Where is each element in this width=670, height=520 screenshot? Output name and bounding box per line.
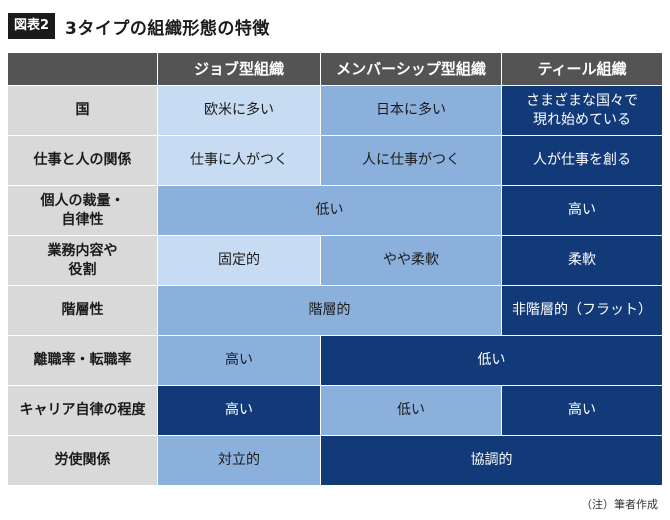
source-note: （注）筆者作成	[581, 498, 658, 511]
figure-title-row: 図表2 3タイプの組織形態の特徴	[8, 13, 270, 39]
table-row: 業務内容や 役割 固定的 やや柔軟 柔軟	[7, 235, 663, 286]
row-header-country: 国	[7, 85, 158, 136]
table-header-row: ジョブ型組織 メンバーシップ型組織 ティール組織	[7, 52, 663, 86]
row-header-labor-relations: 労使関係	[7, 435, 158, 486]
header-corner-cell	[7, 52, 158, 86]
table-cell: 人が仕事を創る	[501, 135, 663, 186]
table-cell: 柔軟	[501, 235, 663, 286]
table-cell: 低い	[157, 185, 502, 236]
row-header-career-autonomy: キャリア自律の程度	[7, 385, 158, 436]
table-row: 労使関係 対立的 協調的	[7, 435, 663, 486]
row-header-work-relation: 仕事と人の関係	[7, 135, 158, 186]
figure-title: 3タイプの組織形態の特徴	[65, 18, 270, 39]
table-cell: 欧米に多い	[157, 85, 321, 136]
table-row: 個人の裁量・ 自律性 低い 高い	[7, 185, 663, 236]
row-header-turnover: 離職率・転職率	[7, 335, 158, 386]
table-cell: 対立的	[157, 435, 321, 486]
table-row: 階層性 階層的 非階層的（フラット）	[7, 285, 663, 336]
table-cell: 固定的	[157, 235, 321, 286]
table-cell: 階層的	[157, 285, 502, 336]
table-cell: 日本に多い	[320, 85, 502, 136]
table-cell: 人に仕事がつく	[320, 135, 502, 186]
table-cell: 協調的	[320, 435, 663, 486]
table-cell: 高い	[157, 335, 321, 386]
table-cell: 高い	[157, 385, 321, 436]
figure-badge: 図表2	[8, 13, 56, 39]
table-row: キャリア自律の程度 高い 低い 高い	[7, 385, 663, 436]
comparison-table: ジョブ型組織 メンバーシップ型組織 ティール組織 国 欧米に多い 日本に多い さ…	[7, 52, 663, 486]
row-header-autonomy: 個人の裁量・ 自律性	[7, 185, 158, 236]
table-row: 国 欧米に多い 日本に多い さまざまな国々で 現れ始めている	[7, 85, 663, 136]
table-cell: 低い	[320, 385, 502, 436]
table-cell: 非階層的（フラット）	[501, 285, 663, 336]
column-header-teal: ティール組織	[501, 52, 663, 86]
table-cell: 低い	[320, 335, 663, 386]
column-header-membership: メンバーシップ型組織	[320, 52, 502, 86]
row-header-hierarchy: 階層性	[7, 285, 158, 336]
table-cell: 高い	[501, 385, 663, 436]
table-cell: 高い	[501, 185, 663, 236]
table-cell: やや柔軟	[320, 235, 502, 286]
table-cell: 仕事に人がつく	[157, 135, 321, 186]
row-header-roles: 業務内容や 役割	[7, 235, 158, 286]
column-header-job: ジョブ型組織	[157, 52, 321, 86]
table-cell: さまざまな国々で 現れ始めている	[501, 85, 663, 136]
table-row: 仕事と人の関係 仕事に人がつく 人に仕事がつく 人が仕事を創る	[7, 135, 663, 186]
table-row: 離職率・転職率 高い 低い	[7, 335, 663, 386]
